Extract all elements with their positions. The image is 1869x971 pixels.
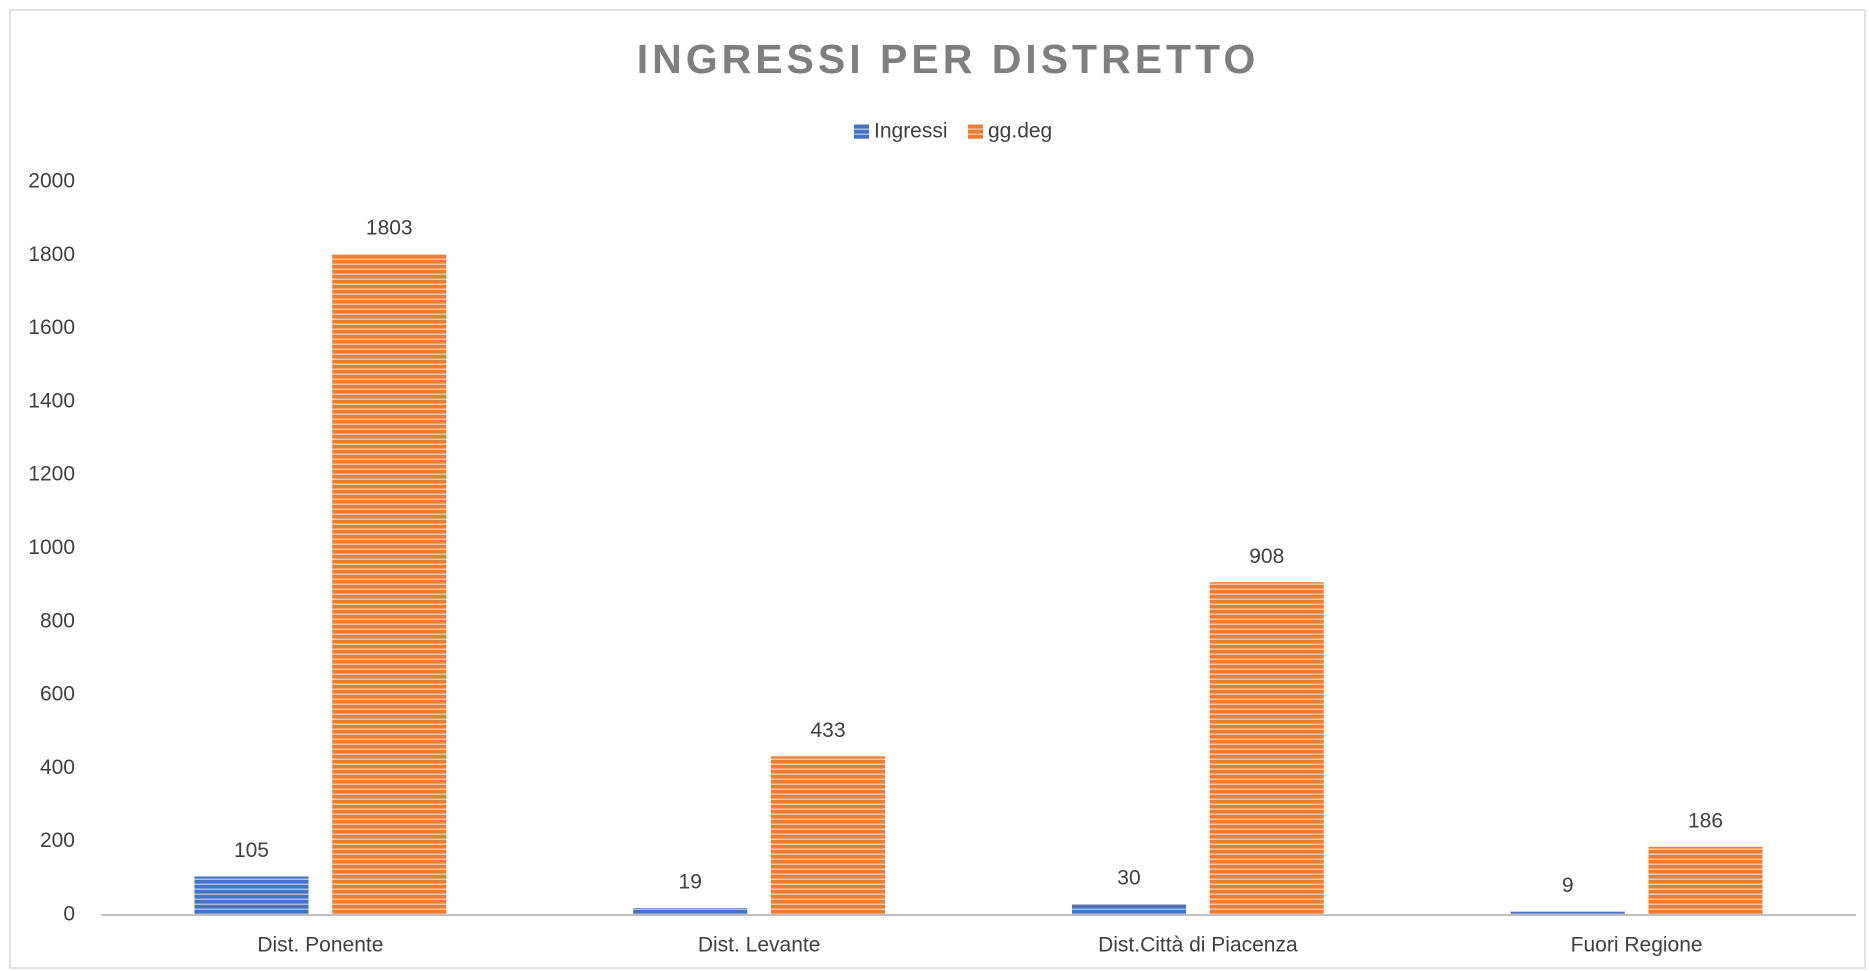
y-tick-label: 600 (40, 683, 75, 706)
y-tick-label: 1600 (28, 316, 75, 339)
bar (633, 908, 748, 915)
y-tick-label: 1000 (28, 536, 75, 559)
bar (1071, 904, 1187, 915)
y-tick-label: 1800 (28, 243, 75, 266)
x-tick-label: Fuori Regione (1571, 934, 1703, 957)
legend-swatch (968, 124, 983, 139)
x-tick-label: Dist. Ponente (257, 934, 383, 957)
x-tick-label: Dist.Città di Piacenza (1098, 934, 1298, 957)
data-label: 30 (1117, 867, 1140, 890)
data-label: 9 (1562, 874, 1574, 897)
bar (1209, 582, 1324, 915)
x-tick-label: Dist. Levante (698, 934, 821, 957)
chart-border (9, 9, 1866, 969)
y-tick-label: 800 (40, 609, 75, 632)
data-label: 186 (1688, 809, 1723, 832)
data-label: 19 (679, 871, 702, 894)
data-label: 105 (234, 839, 269, 862)
data-label: 1803 (366, 217, 413, 240)
y-tick-label: 0 (63, 903, 75, 926)
legend-label: Ingressi (874, 120, 948, 143)
y-tick-label: 200 (40, 829, 75, 852)
legend-label: gg.deg (988, 120, 1052, 143)
legend-swatch (854, 124, 869, 139)
data-label: 433 (810, 719, 845, 742)
bar (194, 876, 309, 915)
bar (770, 756, 886, 915)
data-label: 908 (1249, 545, 1284, 568)
y-tick-label: 2000 (28, 170, 75, 193)
bar (332, 254, 447, 915)
chart-title: INGRESSI PER DISTRETTO (637, 36, 1260, 82)
y-tick-label: 400 (40, 756, 75, 779)
bar (1648, 846, 1763, 915)
y-tick-label: 1400 (28, 389, 75, 412)
bar (1510, 911, 1625, 915)
y-tick-label: 1200 (28, 463, 75, 486)
